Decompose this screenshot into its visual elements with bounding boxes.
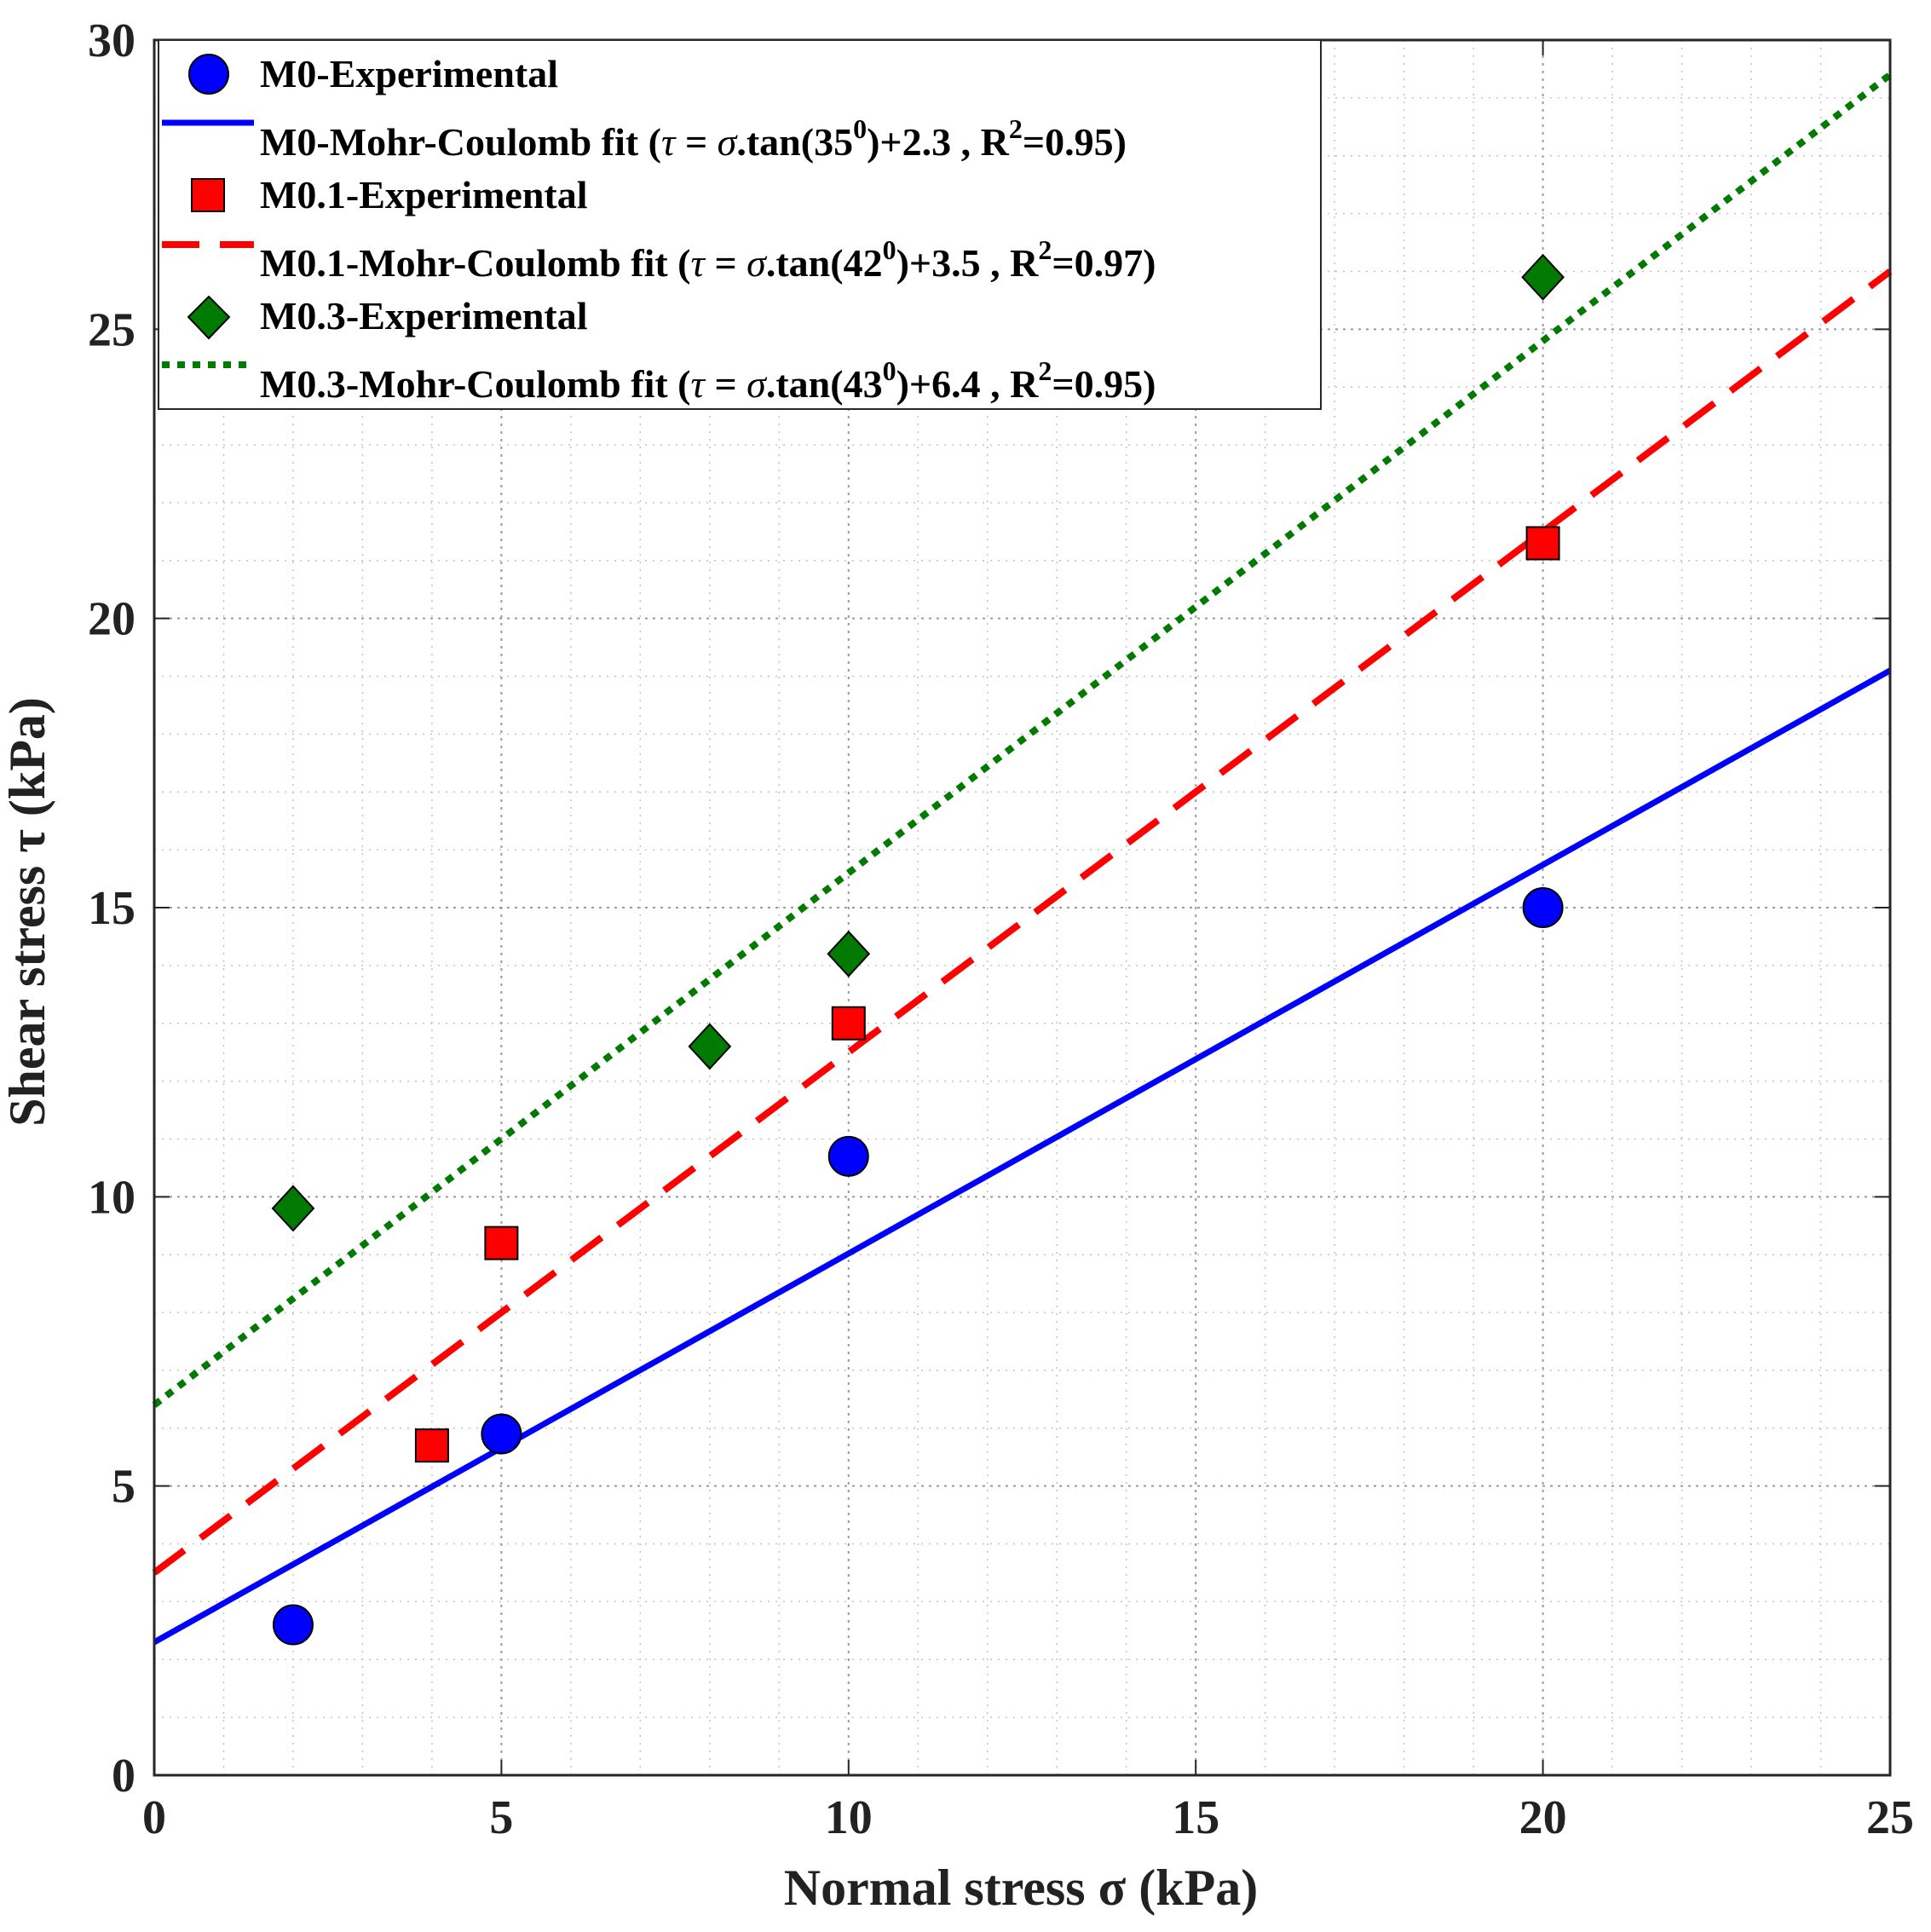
marker-diamond [688,1023,732,1070]
marker-circle [481,1413,522,1455]
legend-label-m0-fit: M0-Mohr-Coulomb fit (τ = σ.tan(350)+2.3 … [260,113,1127,164]
legend-marker-m03-experimental [187,295,231,340]
marker-diamond [827,930,871,978]
tick-labels: 0 5 10 15 20 25 0 5 10 15 20 25 30 [88,14,1914,1844]
data-markers [271,253,1565,1646]
y-tick-label: 5 [112,1461,135,1514]
y-axis-label: Shear stress τ (kPa) [0,697,55,1127]
marker-diamond [1521,253,1565,301]
y-tick-label: 10 [88,1171,135,1224]
fit-line-m03 [152,72,1893,1408]
marker-square [414,1428,449,1463]
grid [154,40,1890,1775]
marker-diamond [271,1185,315,1232]
marker-circle [1522,887,1564,928]
legend-marker-m0-experimental [188,54,229,95]
legend: M0-Experimental M0-Mohr-Coulomb fit (τ =… [158,39,1322,410]
legend-label-m0-experimental: M0-Experimental [260,52,558,95]
legend-label-m03-experimental: M0.3-Experimental [260,294,588,337]
marker-square [484,1226,519,1260]
marker-circle [827,1135,869,1177]
y-tick-label: 0 [112,1750,135,1802]
y-tick-label: 25 [88,303,135,356]
x-tick-label: 0 [142,1791,166,1844]
y-tick-label: 20 [88,593,135,646]
x-tick-label: 20 [1519,1791,1567,1844]
fit-lines [152,72,1893,1645]
legend-marker-m01-experimental [191,178,225,212]
fit-line-m01 [152,268,1893,1576]
fit-line-m0 [153,667,1892,1645]
marker-square [831,1006,866,1041]
legend-box [158,39,1322,410]
x-axis-label: Normal stress σ (kPa) [784,1860,1258,1916]
marker-square [1525,526,1560,561]
y-tick-label: 15 [88,882,135,935]
legend-label-m01-fit: M0.1-Mohr-Coulomb fit (τ = σ.tan(420)+3.… [260,234,1156,285]
legend-label-m03-fit: M0.3-Mohr-Coulomb fit (τ = σ.tan(430)+6.… [260,355,1156,406]
x-tick-label: 25 [1866,1791,1914,1844]
y-tick-label: 30 [88,14,135,67]
x-tick-label: 15 [1172,1791,1219,1844]
marker-circle [272,1604,314,1646]
x-tick-label: 5 [489,1791,513,1844]
legend-label-m01-experimental: M0.1-Experimental [260,173,588,216]
x-tick-label: 10 [825,1791,873,1844]
